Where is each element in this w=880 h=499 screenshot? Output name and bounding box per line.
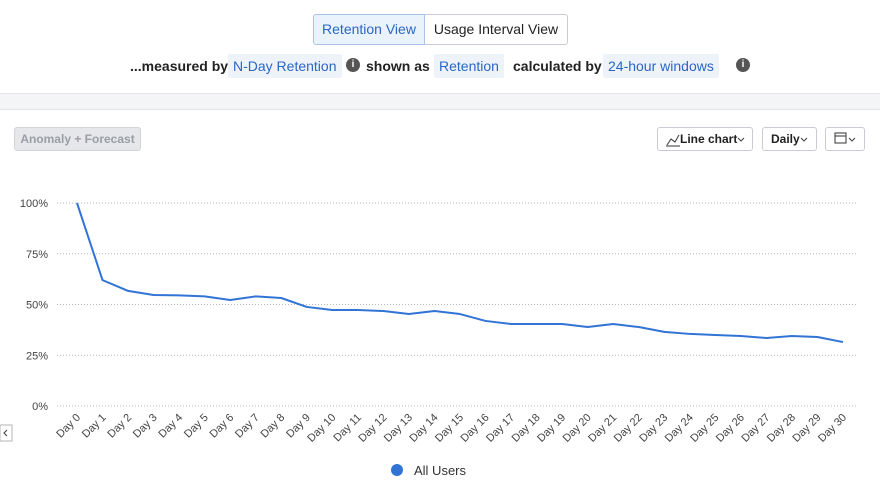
x-tick-label: Day 21: [586, 412, 619, 445]
interval-dropdown[interactable]: Daily: [762, 127, 817, 151]
info-icon[interactable]: i: [736, 58, 750, 72]
shown-as-chip[interactable]: Retention: [434, 54, 504, 78]
x-tick-label: Day 15: [433, 412, 466, 445]
x-tick-label: Day 30: [816, 412, 849, 445]
icons: [0, 132, 856, 442]
interval: Daily: [771, 132, 800, 146]
x-tick-label: Day 2: [105, 412, 134, 441]
chart-type-dropdown[interactable]: Line chart: [657, 127, 753, 151]
label: shown as: [366, 58, 430, 74]
measure-chip[interactable]: N-Day Retention: [228, 54, 342, 78]
x-tick-label: Day 17: [484, 412, 517, 445]
x-tick-label: Day 0: [54, 412, 83, 441]
info-icon[interactable]: i: [346, 58, 360, 72]
x-tick-label: Day 8: [259, 412, 288, 441]
x-tick-label: Day 7: [233, 412, 262, 441]
y-tick-label: 50%: [26, 300, 48, 312]
x-tick-label: Day 20: [561, 412, 594, 445]
x-tick-label: Day 22: [612, 412, 645, 445]
x-tick-label: Day 18: [510, 412, 543, 445]
y-tick-label: 100%: [20, 198, 48, 210]
x-tick-label: Day 23: [637, 412, 670, 445]
legend-label: All Users: [414, 463, 467, 478]
series-line: [76, 202, 844, 344]
view-tab[interactable]: Retention View: [313, 14, 425, 45]
x-tick-label: Day 9: [284, 412, 313, 441]
x-tick-label: Day 16: [459, 412, 492, 445]
x-tick-label: Day 11: [331, 412, 364, 445]
y-tick-label: 0%: [32, 401, 48, 413]
x-tick-label: Day 25: [688, 412, 721, 445]
x-tick-label: Day 28: [765, 412, 798, 445]
y-tick-label: 75%: [26, 249, 48, 261]
chart-type: Line chart: [680, 132, 738, 146]
legend-marker: [391, 464, 403, 476]
x-tick-label: Day 27: [739, 412, 772, 445]
view-tab[interactable]: Usage Interval View: [425, 14, 568, 45]
x-tick-label: Day 4: [156, 412, 185, 441]
y-tick-label: 25%: [26, 350, 48, 362]
x-tick-label: Day 19: [535, 412, 568, 445]
x-tick-label: Day 12: [356, 412, 389, 445]
x-tick-label: Day 14: [407, 412, 440, 445]
divider: [0, 93, 880, 110]
label: calculated by: [513, 58, 602, 74]
x-tick-label: Day 6: [208, 412, 237, 441]
x-tick-label: Day 29: [790, 412, 823, 445]
x-tick-label: Day 5: [182, 412, 211, 441]
label: ...measured by: [130, 58, 229, 74]
x-tick-label: Day 13: [382, 412, 415, 445]
x-tick-label: Day 1: [80, 412, 109, 441]
x-tick-label: Day 26: [714, 412, 747, 445]
anomaly-button: Anomaly + Forecast: [14, 127, 141, 151]
window-chip[interactable]: 24-hour windows: [603, 54, 719, 78]
x-tick-label: Day 10: [305, 412, 338, 445]
x-tick-label: Day 24: [663, 412, 696, 445]
x-tick-label: Day 3: [131, 412, 160, 441]
date-picker[interactable]: [825, 127, 865, 151]
